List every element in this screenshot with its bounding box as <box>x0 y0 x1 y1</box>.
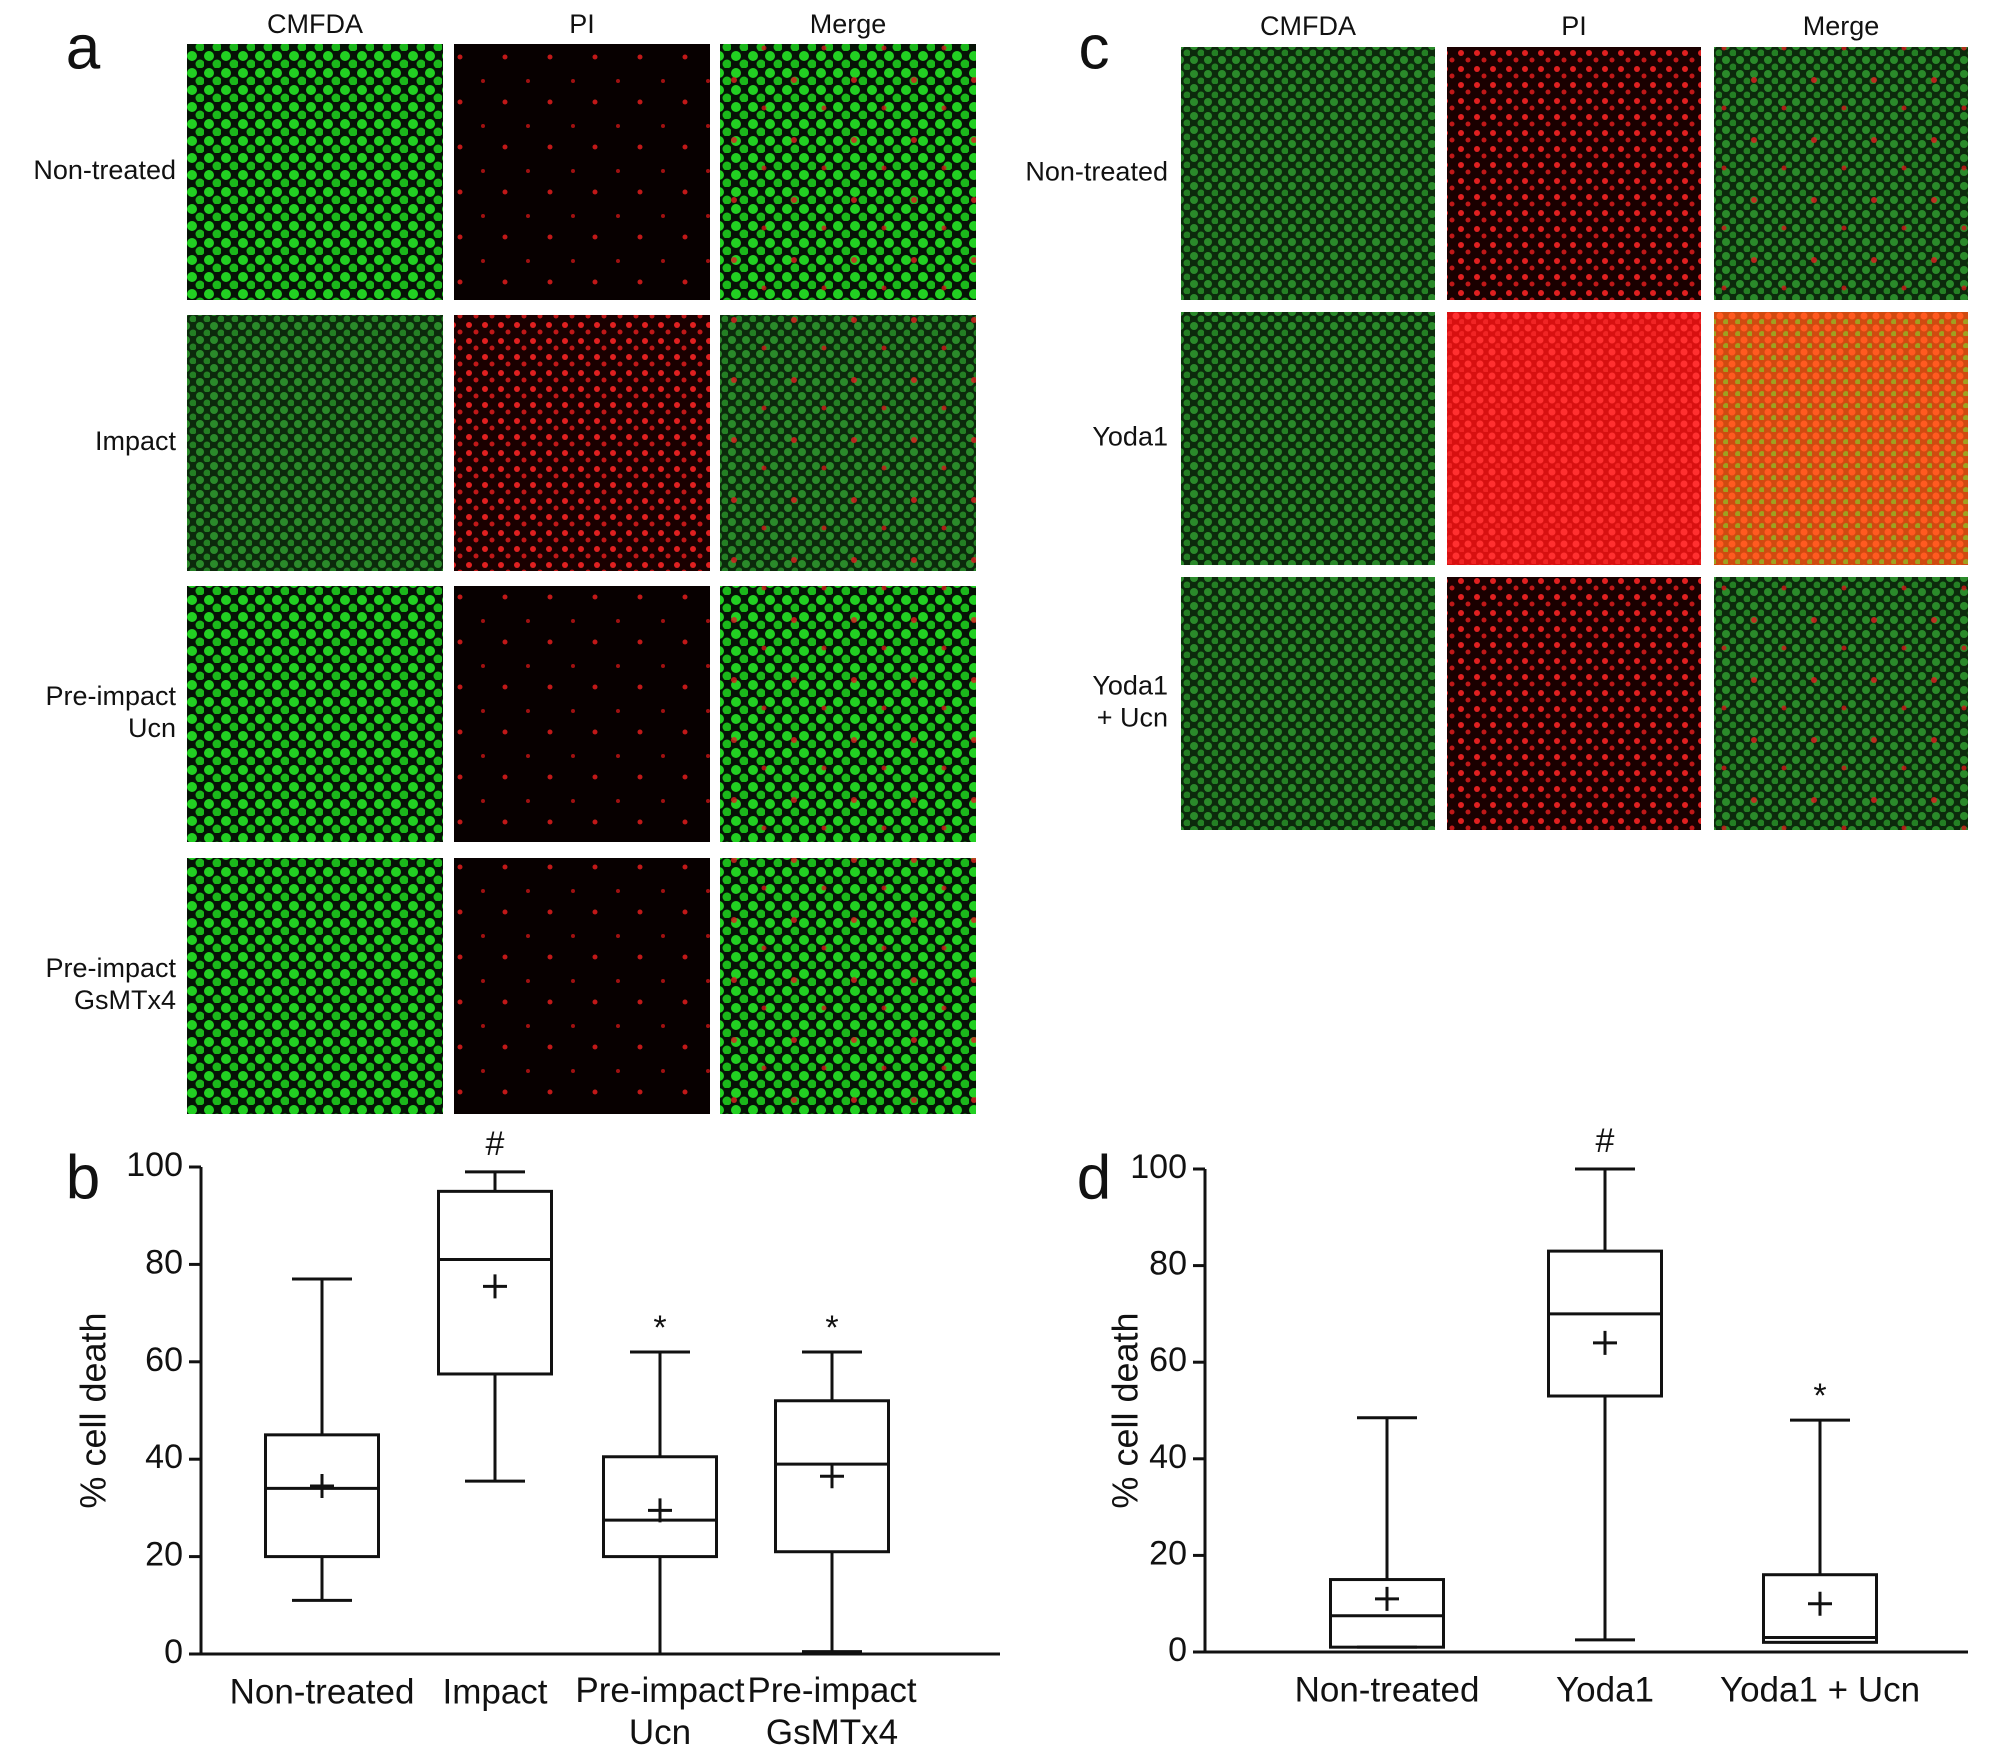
mean-marker <box>820 1464 844 1489</box>
micrograph <box>1447 47 1701 300</box>
column-header: Merge <box>1803 11 1880 41</box>
y-tick-label: 100 <box>126 1146 183 1184</box>
row-label: Pre-impact Ucn <box>45 681 176 743</box>
micrograph-overlay <box>720 315 976 571</box>
micrograph-overlay <box>720 586 976 842</box>
micrograph-overlay <box>720 858 976 1114</box>
row-label: Impact <box>95 426 177 456</box>
mean-marker <box>310 1473 334 1498</box>
row-label: Yoda1 <box>1092 422 1168 452</box>
text-line: GsMTx4 <box>74 985 176 1015</box>
box <box>1547 1249 1663 1398</box>
micrograph <box>1447 312 1701 565</box>
y-tick-label: 20 <box>145 1536 183 1574</box>
column-header: CMFDA <box>267 9 363 39</box>
micrograph-overlay <box>720 44 976 300</box>
box <box>602 1455 718 1559</box>
micrograph <box>1181 577 1435 830</box>
mean-marker <box>483 1274 507 1299</box>
significance-marker: * <box>825 1309 838 1347</box>
box <box>264 1433 380 1559</box>
text-line: Yoda1 <box>1092 670 1168 700</box>
text-line: Pre-impact <box>747 1671 916 1710</box>
micrograph-overlay <box>1714 577 1968 830</box>
micrograph <box>1714 312 1968 565</box>
x-tick-label: Impact <box>442 1672 547 1711</box>
y-tick-label: 60 <box>1149 1341 1187 1379</box>
micrograph-overlay <box>1714 47 1968 300</box>
micrograph <box>1181 47 1435 300</box>
y-tick-label: 40 <box>1149 1438 1187 1476</box>
micrograph <box>454 586 710 842</box>
mean-marker <box>648 1498 672 1523</box>
panel-letter: d <box>1077 1143 1111 1212</box>
text-line: Pre-impact <box>45 681 176 711</box>
significance-marker: * <box>1813 1377 1826 1415</box>
text-line: + Ucn <box>1097 703 1168 733</box>
x-tick-label: Non-treated <box>230 1672 415 1711</box>
panel-letter: b <box>66 1143 100 1212</box>
y-axis-label: % cell death <box>73 1312 114 1508</box>
row-label: Non-treated <box>33 155 176 185</box>
text-line: GsMTx4 <box>766 1713 898 1752</box>
y-tick-label: 40 <box>145 1438 183 1476</box>
y-tick-label: 80 <box>145 1243 183 1281</box>
row-label: Pre-impact GsMTx4 <box>45 953 176 1015</box>
column-header: PI <box>569 9 595 39</box>
panel-letter: c <box>1079 13 1110 82</box>
significance-marker: * <box>653 1309 666 1347</box>
box <box>774 1399 890 1554</box>
mean-marker <box>1808 1591 1832 1616</box>
micrograph <box>187 586 443 842</box>
x-tick-label: Yoda1 <box>1556 1670 1654 1709</box>
micrograph <box>187 315 443 571</box>
micrograph <box>454 44 710 300</box>
column-header: Merge <box>810 9 887 39</box>
x-tick-label: Pre-impact GsMTx4 <box>747 1671 916 1752</box>
micrograph <box>1181 312 1435 565</box>
y-tick-label: 0 <box>164 1633 183 1671</box>
y-tick-label: 60 <box>145 1341 183 1379</box>
box <box>437 1189 553 1376</box>
micrograph <box>187 44 443 300</box>
mean-marker <box>1375 1586 1399 1611</box>
significance-marker: # <box>486 1125 505 1163</box>
text-line: Pre-impact <box>575 1671 744 1710</box>
y-tick-label: 0 <box>1168 1631 1187 1669</box>
significance-marker: # <box>1596 1122 1615 1160</box>
x-tick-label: Yoda1 + Ucn <box>1720 1670 1920 1709</box>
column-header: PI <box>1561 11 1587 41</box>
mean-marker <box>1593 1330 1617 1355</box>
micrograph <box>454 858 710 1114</box>
y-axis-label: % cell death <box>1105 1312 1146 1508</box>
panel-letter: a <box>66 13 101 82</box>
text-line: Ucn <box>128 713 176 743</box>
row-label: Yoda1 + Ucn <box>1092 670 1168 732</box>
y-tick-label: 20 <box>1149 1534 1187 1572</box>
text-line: Pre-impact <box>45 953 176 983</box>
x-tick-label: Pre-impact Ucn <box>575 1671 744 1752</box>
micrograph <box>187 858 443 1114</box>
x-tick-label: Non-treated <box>1295 1670 1480 1709</box>
text-line: Ucn <box>629 1713 691 1752</box>
micrograph <box>454 315 710 571</box>
box <box>1762 1573 1878 1644</box>
column-header: CMFDA <box>1260 11 1356 41</box>
y-tick-label: 100 <box>1130 1148 1187 1186</box>
micrograph <box>1447 577 1701 830</box>
row-label: Non-treated <box>1025 157 1168 187</box>
box <box>1329 1578 1445 1649</box>
y-tick-label: 80 <box>1149 1245 1187 1283</box>
